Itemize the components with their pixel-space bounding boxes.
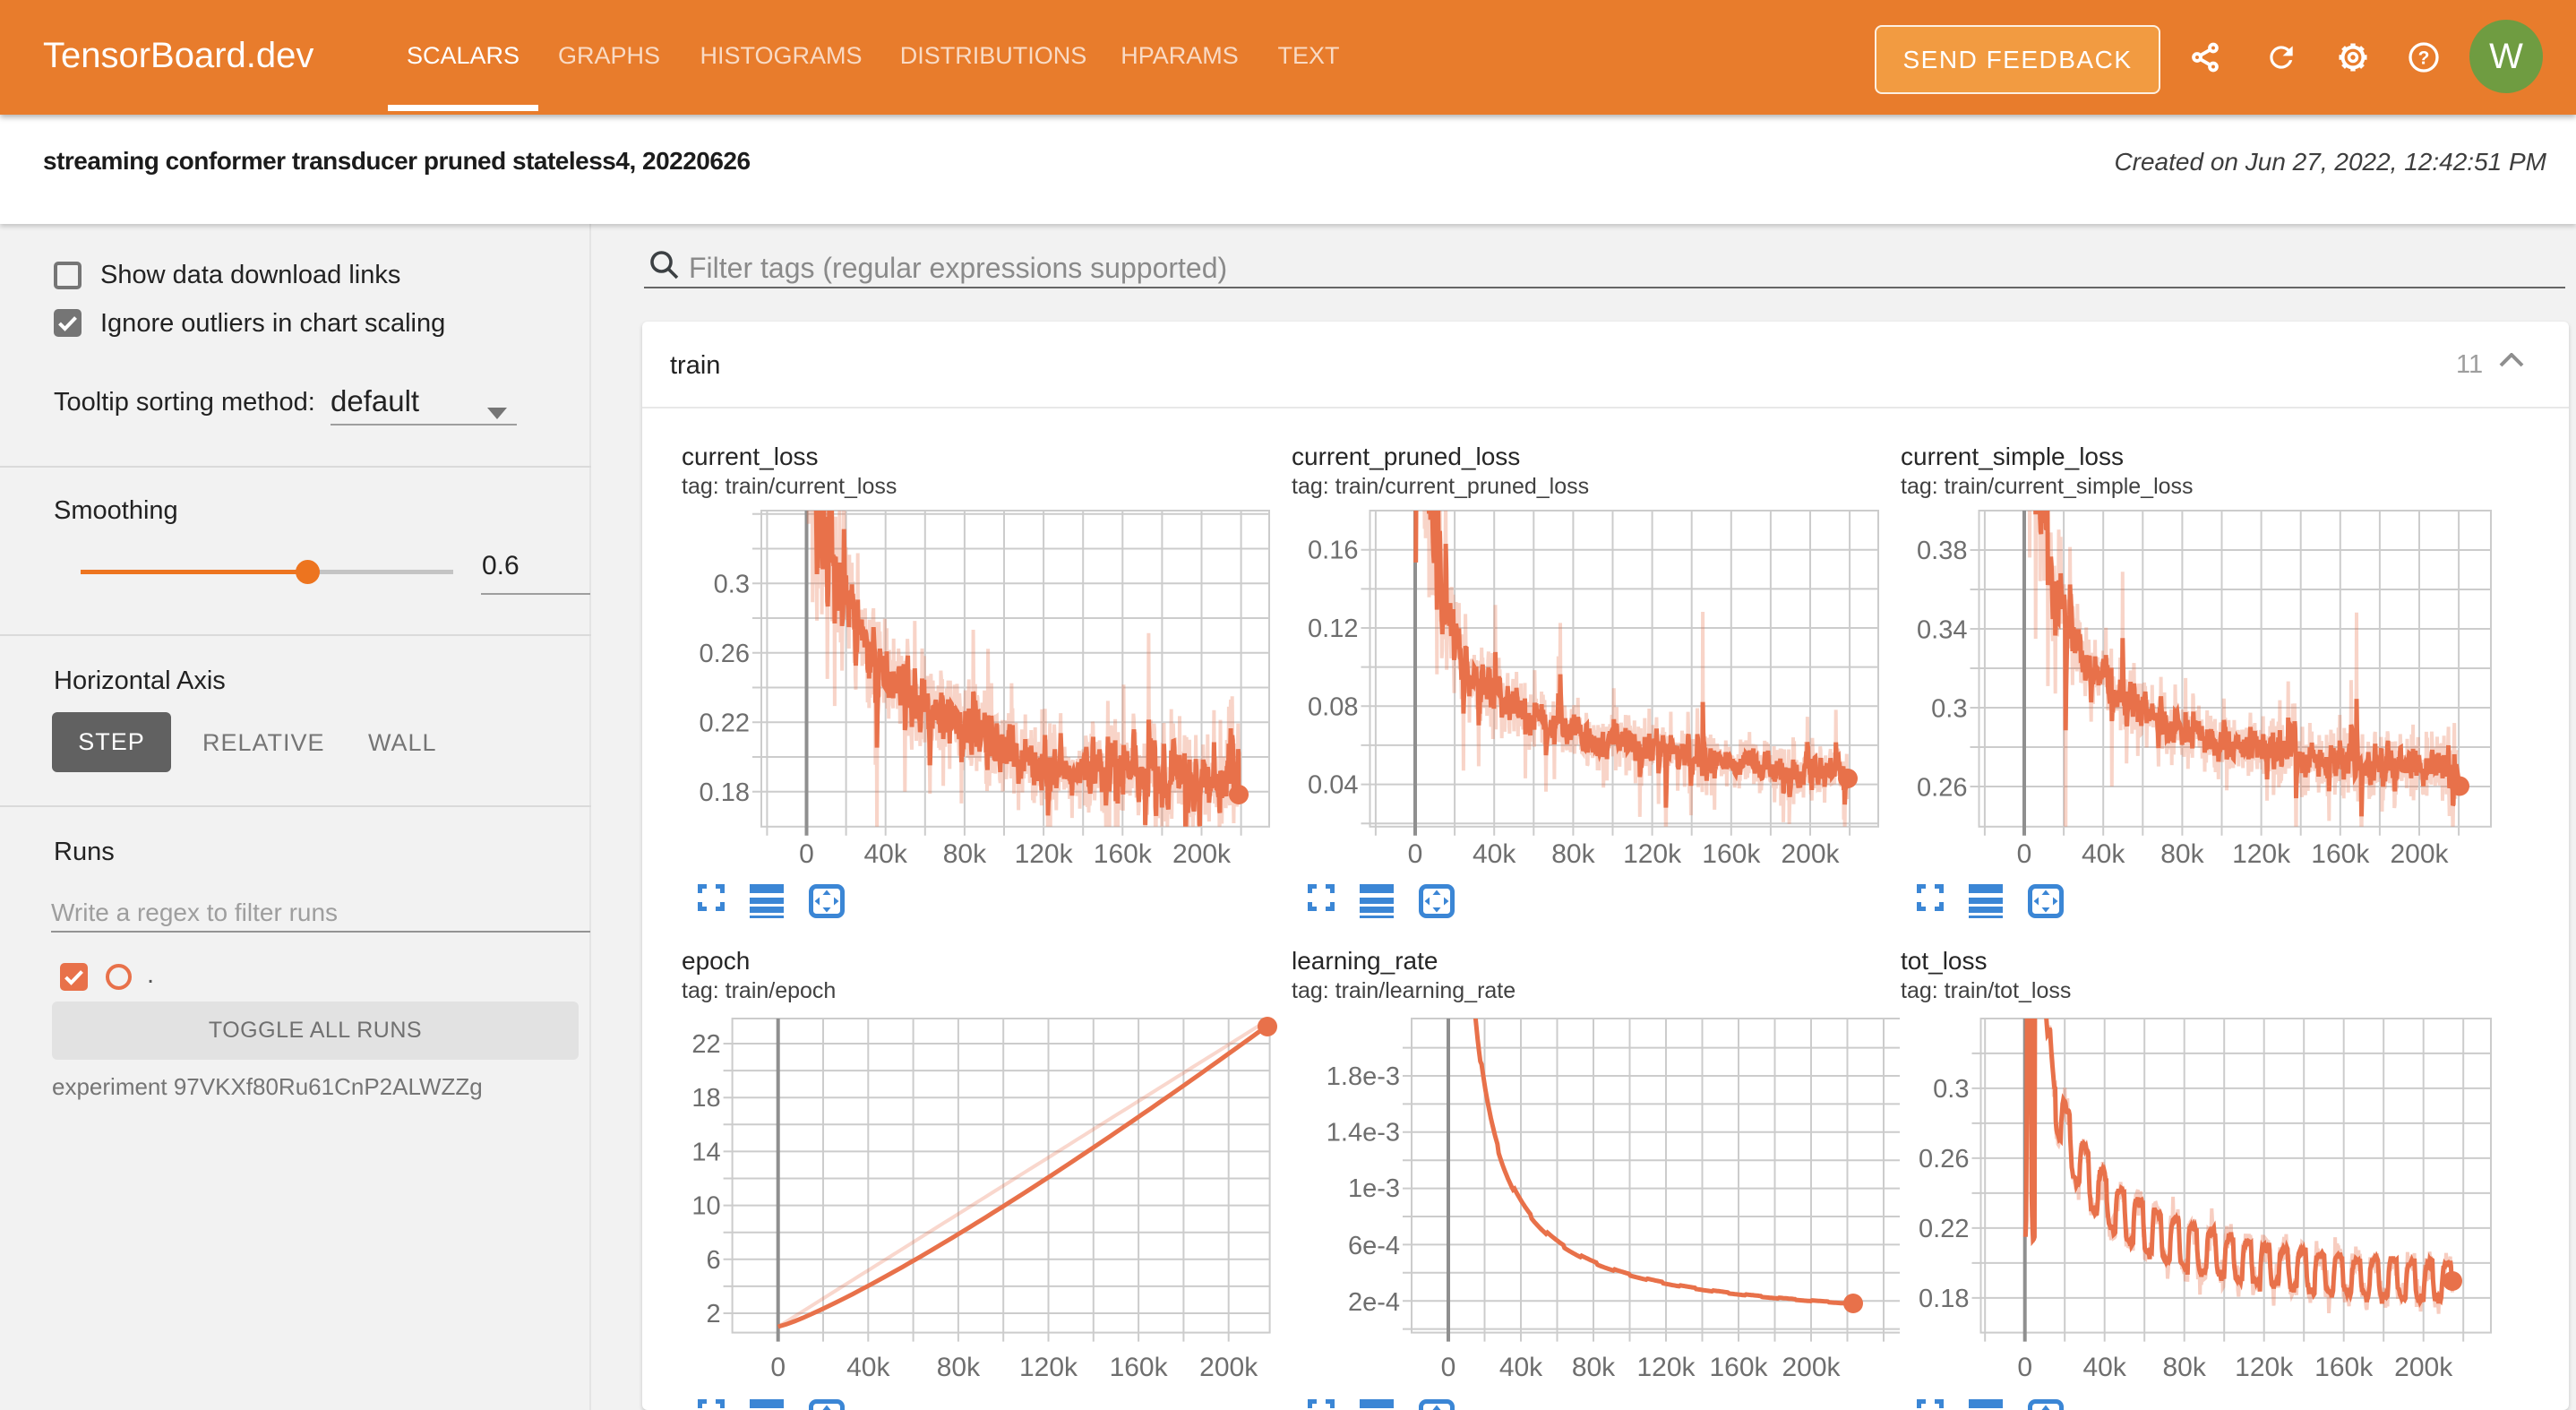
svg-text:200k: 200k [1782,1353,1841,1382]
svg-text:2: 2 [706,1300,720,1328]
svg-text:tag: train/current_loss: tag: train/current_loss [682,474,897,499]
svg-text:0.08: 0.08 [1308,692,1358,721]
svg-text:1e-3: 1e-3 [1348,1174,1400,1203]
svg-text:40k: 40k [846,1353,890,1382]
svg-text:0.18: 0.18 [700,778,750,807]
svg-text:160k: 160k [1110,1353,1169,1382]
svg-text:40k: 40k [2082,839,2125,869]
svg-text:0.3: 0.3 [1931,695,1967,724]
svg-text:0.22: 0.22 [700,709,750,737]
svg-text:40k: 40k [1499,1353,1543,1382]
svg-text:6e-4: 6e-4 [1348,1232,1400,1260]
svg-text:200k: 200k [1172,839,1232,869]
svg-text:80k: 80k [2160,839,2204,869]
svg-text:current_loss: current_loss [682,443,819,470]
svg-text:tag: train/tot_loss: tag: train/tot_loss [1901,978,2071,1003]
svg-text:0.3: 0.3 [714,570,750,598]
svg-text:200k: 200k [1781,839,1840,869]
svg-text:80k: 80k [2163,1353,2207,1382]
svg-text:80k: 80k [937,1353,981,1382]
svg-text:0: 0 [799,839,814,869]
svg-text:0.22: 0.22 [1919,1215,1969,1243]
svg-text:160k: 160k [2311,839,2370,869]
svg-text:0: 0 [1441,1353,1456,1382]
svg-text:tag: train/learning_rate: tag: train/learning_rate [1292,978,1516,1003]
svg-text:80k: 80k [1551,839,1595,869]
svg-text:80k: 80k [1572,1353,1616,1382]
svg-text:120k: 120k [2235,1353,2294,1382]
svg-text:tot_loss: tot_loss [1901,947,1988,975]
svg-text:120k: 120k [2232,839,2291,869]
svg-text:120k: 120k [1015,839,1074,869]
svg-text:0.38: 0.38 [1917,537,1967,565]
svg-text:tag: train/current_pruned_loss: tag: train/current_pruned_loss [1292,474,1589,499]
svg-text:0: 0 [2017,1353,2032,1382]
svg-text:80k: 80k [943,839,987,869]
svg-text:0: 0 [2017,839,2032,869]
svg-text:160k: 160k [1702,839,1761,869]
svg-text:10: 10 [691,1192,720,1221]
svg-text:6: 6 [706,1246,720,1275]
svg-text:learning_rate: learning_rate [1292,947,1438,975]
svg-text:200k: 200k [1199,1353,1258,1382]
svg-text:epoch: epoch [682,947,750,975]
svg-text:160k: 160k [2314,1353,2374,1382]
svg-text:?: ? [2418,48,2430,69]
svg-text:14: 14 [691,1138,720,1166]
svg-text:0.26: 0.26 [700,640,750,668]
svg-text:160k: 160k [1094,839,1153,869]
svg-text:0.16: 0.16 [1308,537,1358,565]
svg-text:120k: 120k [1636,1353,1696,1382]
svg-text:0: 0 [1408,839,1423,869]
svg-text:tag: train/current_simple_loss: tag: train/current_simple_loss [1901,474,2194,499]
svg-text:current_simple_loss: current_simple_loss [1901,443,2124,470]
svg-text:160k: 160k [1709,1353,1768,1382]
svg-text:0.34: 0.34 [1917,616,1967,645]
svg-text:0.18: 0.18 [1919,1285,1969,1313]
svg-text:0.26: 0.26 [1919,1145,1969,1174]
svg-text:40k: 40k [1473,839,1516,869]
svg-text:1.4e-3: 1.4e-3 [1327,1119,1400,1148]
svg-text:200k: 200k [2390,839,2449,869]
svg-text:200k: 200k [2394,1353,2453,1382]
svg-text:2e-4: 2e-4 [1348,1288,1400,1317]
svg-text:current_pruned_loss: current_pruned_loss [1292,443,1520,470]
svg-text:40k: 40k [864,839,908,869]
svg-text:18: 18 [691,1084,720,1113]
svg-text:1.8e-3: 1.8e-3 [1327,1062,1400,1091]
svg-text:40k: 40k [2083,1353,2127,1382]
svg-text:0.12: 0.12 [1308,615,1358,643]
svg-text:0.3: 0.3 [1933,1075,1969,1104]
svg-text:tag: train/epoch: tag: train/epoch [682,978,836,1003]
svg-text:0.04: 0.04 [1308,771,1358,800]
svg-text:0: 0 [770,1353,786,1382]
svg-text:22: 22 [691,1030,720,1059]
svg-text:120k: 120k [1623,839,1682,869]
svg-text:120k: 120k [1019,1353,1078,1382]
svg-text:0.26: 0.26 [1917,774,1967,803]
